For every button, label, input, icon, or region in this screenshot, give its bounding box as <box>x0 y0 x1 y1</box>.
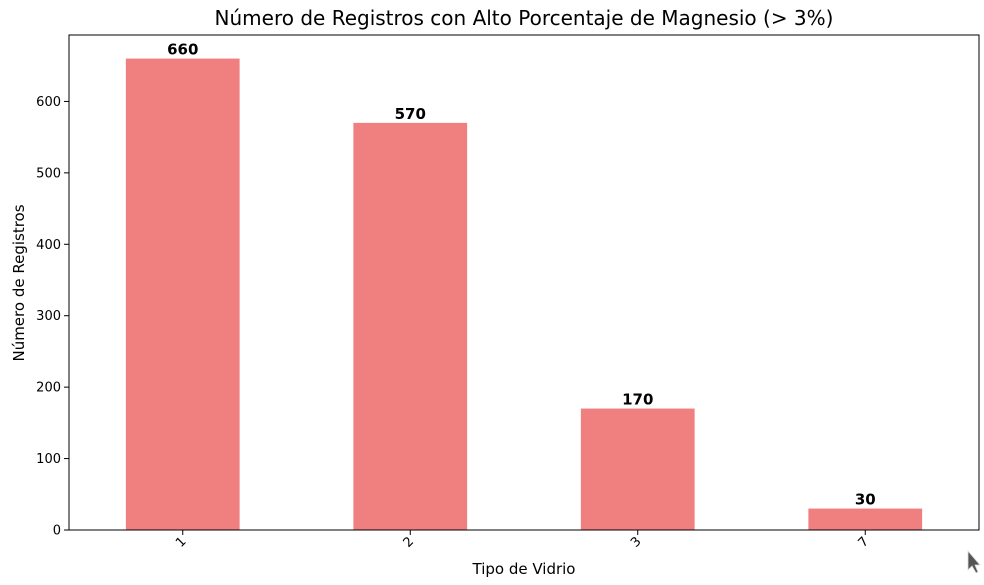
x-axis-label: Tipo de Vidrio <box>472 560 576 578</box>
x-tick-label: 7 <box>856 534 872 550</box>
y-tick-label: 500 <box>36 166 61 181</box>
mouse-cursor-icon <box>967 549 981 574</box>
x-tick-label: 2 <box>401 534 417 550</box>
y-tick-label: 600 <box>36 95 61 110</box>
y-tick-label: 300 <box>36 309 61 324</box>
bar <box>353 122 468 530</box>
data-label: 30 <box>855 491 876 509</box>
data-label: 660 <box>167 41 198 59</box>
y-tick-label: 200 <box>36 381 61 396</box>
y-tick-label: 0 <box>53 524 61 539</box>
data-label: 170 <box>622 391 653 409</box>
bar <box>125 58 240 530</box>
plot-frame <box>68 34 980 531</box>
y-tick-label: 400 <box>36 238 61 253</box>
x-tick-label: 3 <box>628 534 644 550</box>
bar <box>808 508 923 530</box>
y-axis-label: Número de Registros <box>10 204 28 361</box>
x-tick-label: 1 <box>173 534 189 550</box>
data-label: 570 <box>395 105 426 123</box>
chart-title: Número de Registros con Alto Porcentaje … <box>215 6 834 30</box>
bar <box>580 408 695 530</box>
y-tick-label: 100 <box>36 452 61 467</box>
